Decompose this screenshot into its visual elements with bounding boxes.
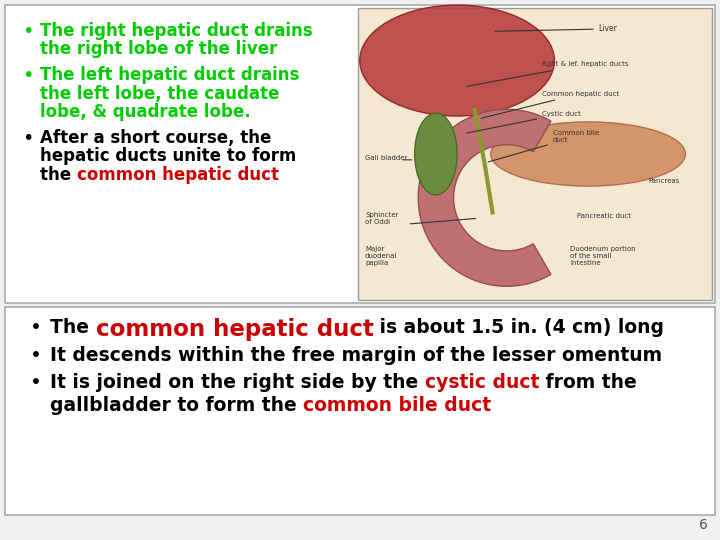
Wedge shape bbox=[418, 109, 551, 286]
Text: Common bile
duct: Common bile duct bbox=[488, 130, 599, 162]
Text: Sphincter
of Oddi: Sphincter of Oddi bbox=[365, 212, 399, 225]
Text: Common hepatic duct: Common hepatic duct bbox=[481, 91, 619, 118]
Text: Rght & lef. hepatic ducts: Rght & lef. hepatic ducts bbox=[467, 62, 629, 86]
Text: from the: from the bbox=[539, 373, 637, 392]
Text: cystic duct: cystic duct bbox=[425, 373, 539, 392]
Text: •: • bbox=[30, 346, 42, 365]
Text: gallbladder to form the: gallbladder to form the bbox=[50, 396, 303, 415]
Ellipse shape bbox=[491, 122, 685, 186]
Text: •: • bbox=[22, 66, 33, 85]
Text: •: • bbox=[22, 129, 33, 148]
Text: hepatic ducts unite to form: hepatic ducts unite to form bbox=[40, 147, 297, 165]
Text: the: the bbox=[40, 166, 77, 184]
Text: Cystic duct: Cystic duct bbox=[467, 111, 581, 133]
Text: The right hepatic duct drains: The right hepatic duct drains bbox=[40, 22, 312, 40]
Text: The left hepatic duct drains: The left hepatic duct drains bbox=[40, 66, 300, 84]
Text: Gall bladder: Gall bladder bbox=[365, 155, 408, 161]
Text: Duodenum portion
of the small
intestine: Duodenum portion of the small intestine bbox=[570, 246, 636, 266]
Text: Pancreatic duct: Pancreatic duct bbox=[577, 213, 631, 219]
Text: The: The bbox=[50, 318, 96, 337]
Text: common hepatic duct: common hepatic duct bbox=[96, 318, 374, 341]
Text: It descends within the free margin of the lesser omentum: It descends within the free margin of th… bbox=[50, 346, 662, 365]
Bar bbox=[5, 307, 715, 515]
Text: is about 1.5 in. (4 cm) long: is about 1.5 in. (4 cm) long bbox=[374, 318, 665, 337]
Ellipse shape bbox=[415, 113, 457, 195]
Bar bbox=[5, 5, 715, 303]
Text: •: • bbox=[30, 318, 42, 337]
Text: the right lobe of the liver: the right lobe of the liver bbox=[40, 40, 277, 58]
Text: Major
duodenal
papilla: Major duodenal papilla bbox=[365, 246, 397, 266]
Text: common hepatic duct: common hepatic duct bbox=[77, 166, 279, 184]
Text: Liver: Liver bbox=[495, 24, 618, 33]
Text: Pancreas: Pancreas bbox=[648, 178, 680, 184]
Text: •: • bbox=[22, 22, 33, 41]
Text: the left lobe, the caudate: the left lobe, the caudate bbox=[40, 85, 279, 103]
Text: common bile duct: common bile duct bbox=[303, 396, 491, 415]
Text: After a short course, the: After a short course, the bbox=[40, 129, 271, 147]
Bar bbox=[358, 8, 712, 300]
Text: •: • bbox=[30, 373, 42, 392]
Ellipse shape bbox=[360, 5, 554, 116]
Text: lobe, & quadrate lobe.: lobe, & quadrate lobe. bbox=[40, 103, 251, 121]
Text: 6: 6 bbox=[699, 518, 708, 532]
Text: It is joined on the right side by the: It is joined on the right side by the bbox=[50, 373, 425, 392]
